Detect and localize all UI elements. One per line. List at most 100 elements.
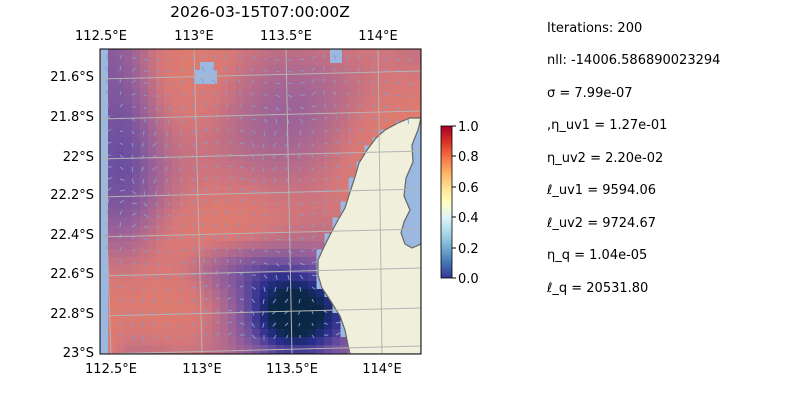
vector-arrow: [191, 142, 196, 147]
heatmap-cell: [180, 305, 189, 314]
heatmap-cell: [108, 169, 117, 178]
heatmap-cell: [156, 257, 165, 266]
vector-arrow: [311, 234, 316, 240]
vector-arrow: [262, 322, 265, 328]
heatmap-cell: [228, 257, 237, 266]
vector-arrow: [224, 223, 229, 228]
heatmap-cell: [284, 297, 293, 306]
heatmap-cell: [228, 169, 237, 178]
heatmap-cell: [340, 137, 349, 146]
heatmap-cell: [356, 65, 365, 74]
vector-arrow: [107, 177, 112, 180]
heatmap-cell: [236, 329, 245, 338]
heatmap-cell: [300, 169, 309, 178]
heatmap-cell: [276, 145, 285, 154]
heatmap-cell: [300, 305, 309, 314]
heatmap-cell: [404, 81, 413, 90]
heatmap-cell: [292, 97, 301, 106]
heatmap-cell: [204, 345, 213, 354]
heatmap-cell: [364, 89, 373, 98]
heatmap-cell: [140, 105, 149, 114]
heatmap-cell: [212, 249, 221, 258]
vector-arrow: [287, 58, 292, 62]
heatmap-cell: [148, 65, 157, 74]
heatmap-cell: [212, 185, 221, 194]
heatmap-cell: [188, 201, 197, 210]
heatmap-cell: [204, 169, 213, 178]
heatmap-cell: [220, 105, 229, 114]
heatmap-cell: [348, 113, 357, 122]
heatmap-cell: [124, 105, 133, 114]
vector-arrow: [311, 201, 317, 204]
heatmap-cell: [116, 137, 125, 146]
heatmap-cell: [244, 209, 253, 218]
heatmap-cell: [132, 145, 141, 154]
vector-arrow: [323, 54, 326, 60]
heatmap-cell: [124, 81, 133, 90]
heatmap-cell: [396, 73, 405, 82]
top-lon-tick-label: 114°E: [358, 29, 398, 44]
heatmap-cell: [132, 329, 141, 338]
vector-arrow: [262, 166, 265, 172]
vector-arrow: [179, 68, 184, 72]
vector-arrow: [347, 175, 353, 180]
heatmap-cell: [156, 145, 165, 154]
vector-arrow: [239, 285, 244, 288]
vector-arrow: [155, 274, 158, 280]
vector-arrow: [119, 130, 124, 132]
heatmap-cell: [300, 145, 309, 154]
heatmap-cell: [340, 57, 349, 66]
vector-arrow: [119, 259, 123, 264]
heatmap-cell: [196, 153, 205, 162]
heatmap-cell: [172, 337, 181, 346]
heatmap-cell: [292, 153, 301, 162]
heatmap-cell: [236, 321, 245, 330]
heatmap-cell: [188, 113, 197, 122]
heatmap-cell: [172, 201, 181, 210]
heatmap-cell: [204, 321, 213, 330]
heatmap-cell: [132, 121, 141, 130]
heatmap-cell: [108, 217, 117, 226]
vector-arrow: [167, 94, 173, 97]
heatmap-cell: [388, 49, 397, 58]
heatmap-cell: [364, 65, 373, 74]
heatmap-cell: [116, 281, 125, 290]
vector-arrow: [165, 334, 169, 340]
vector-arrow: [371, 79, 373, 84]
heatmap-cell: [244, 193, 253, 202]
heatmap-cell: [236, 129, 245, 138]
vector-arrow: [251, 286, 256, 290]
heatmap-cell: [220, 193, 229, 202]
heatmap-cell: [300, 329, 309, 338]
heatmap-cell: [132, 97, 141, 106]
heatmap-cell: [116, 313, 125, 322]
heatmap-cell: [220, 185, 229, 194]
vector-arrow: [239, 142, 245, 145]
vector-arrow: [143, 262, 147, 266]
heatmap-cell: [108, 329, 117, 338]
vector-arrow: [179, 106, 185, 109]
heatmap-cell: [292, 337, 301, 346]
heatmap-cell: [252, 265, 261, 274]
vector-arrow: [203, 177, 208, 180]
vector-arrow: [335, 153, 341, 156]
heatmap-cell: [292, 201, 301, 210]
heatmap-cell: [276, 153, 285, 162]
heatmap-cell: [116, 209, 125, 218]
heatmap-cell: [404, 49, 413, 58]
heatmap-cell: [260, 281, 269, 290]
heatmap-cell: [308, 305, 317, 314]
heatmap-cell: [260, 81, 269, 90]
heatmap-cell: [316, 105, 325, 114]
vector-arrow: [165, 298, 169, 304]
heatmap-cell: [388, 113, 397, 122]
heatmap-cell: [228, 153, 237, 162]
heatmap-cell: [148, 209, 157, 218]
heatmap-cell: [324, 73, 333, 82]
heatmap-cell: [292, 81, 301, 90]
heatmap-cell: [284, 193, 293, 202]
heatmap-cell: [164, 233, 173, 242]
heatmap-cell: [108, 57, 117, 66]
heatmap-cell: [308, 97, 317, 106]
vector-arrow: [407, 106, 412, 112]
